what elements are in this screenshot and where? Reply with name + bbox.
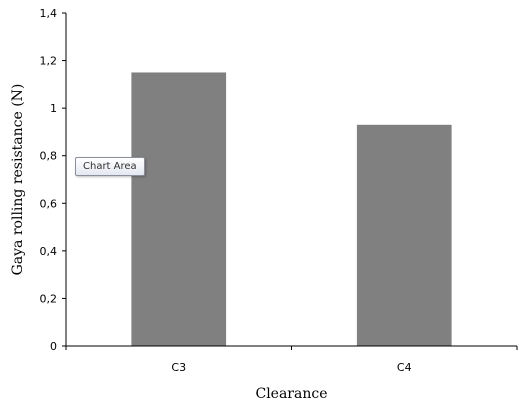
chart-area-tooltip: Chart Area	[75, 157, 145, 176]
y-tick-label: 0,6	[40, 197, 58, 210]
y-tick-label: 0,8	[40, 150, 58, 163]
y-tick-label: 0	[50, 340, 57, 353]
y-tick-label: 1,2	[40, 55, 58, 68]
bar-c3	[131, 72, 227, 346]
bar-c4	[356, 124, 452, 347]
y-tick-label: 0,2	[40, 292, 58, 305]
y-tick-label: 0,4	[40, 245, 58, 258]
x-tick-label: C3	[171, 361, 186, 374]
y-axis-ticks: 0 0,2 0,4 0,6 0,8 1 1,2 1,4	[40, 7, 66, 353]
y-tick-label: 1	[50, 102, 57, 115]
y-axis-title: Gaya rolling resistance (N)	[10, 84, 26, 276]
x-tick-label: C4	[397, 361, 412, 374]
x-axis-title: Clearance	[255, 386, 327, 402]
bars	[131, 72, 452, 347]
y-tick-label: 1,4	[40, 7, 58, 20]
x-axis-ticks: C3 C4	[65, 346, 518, 374]
